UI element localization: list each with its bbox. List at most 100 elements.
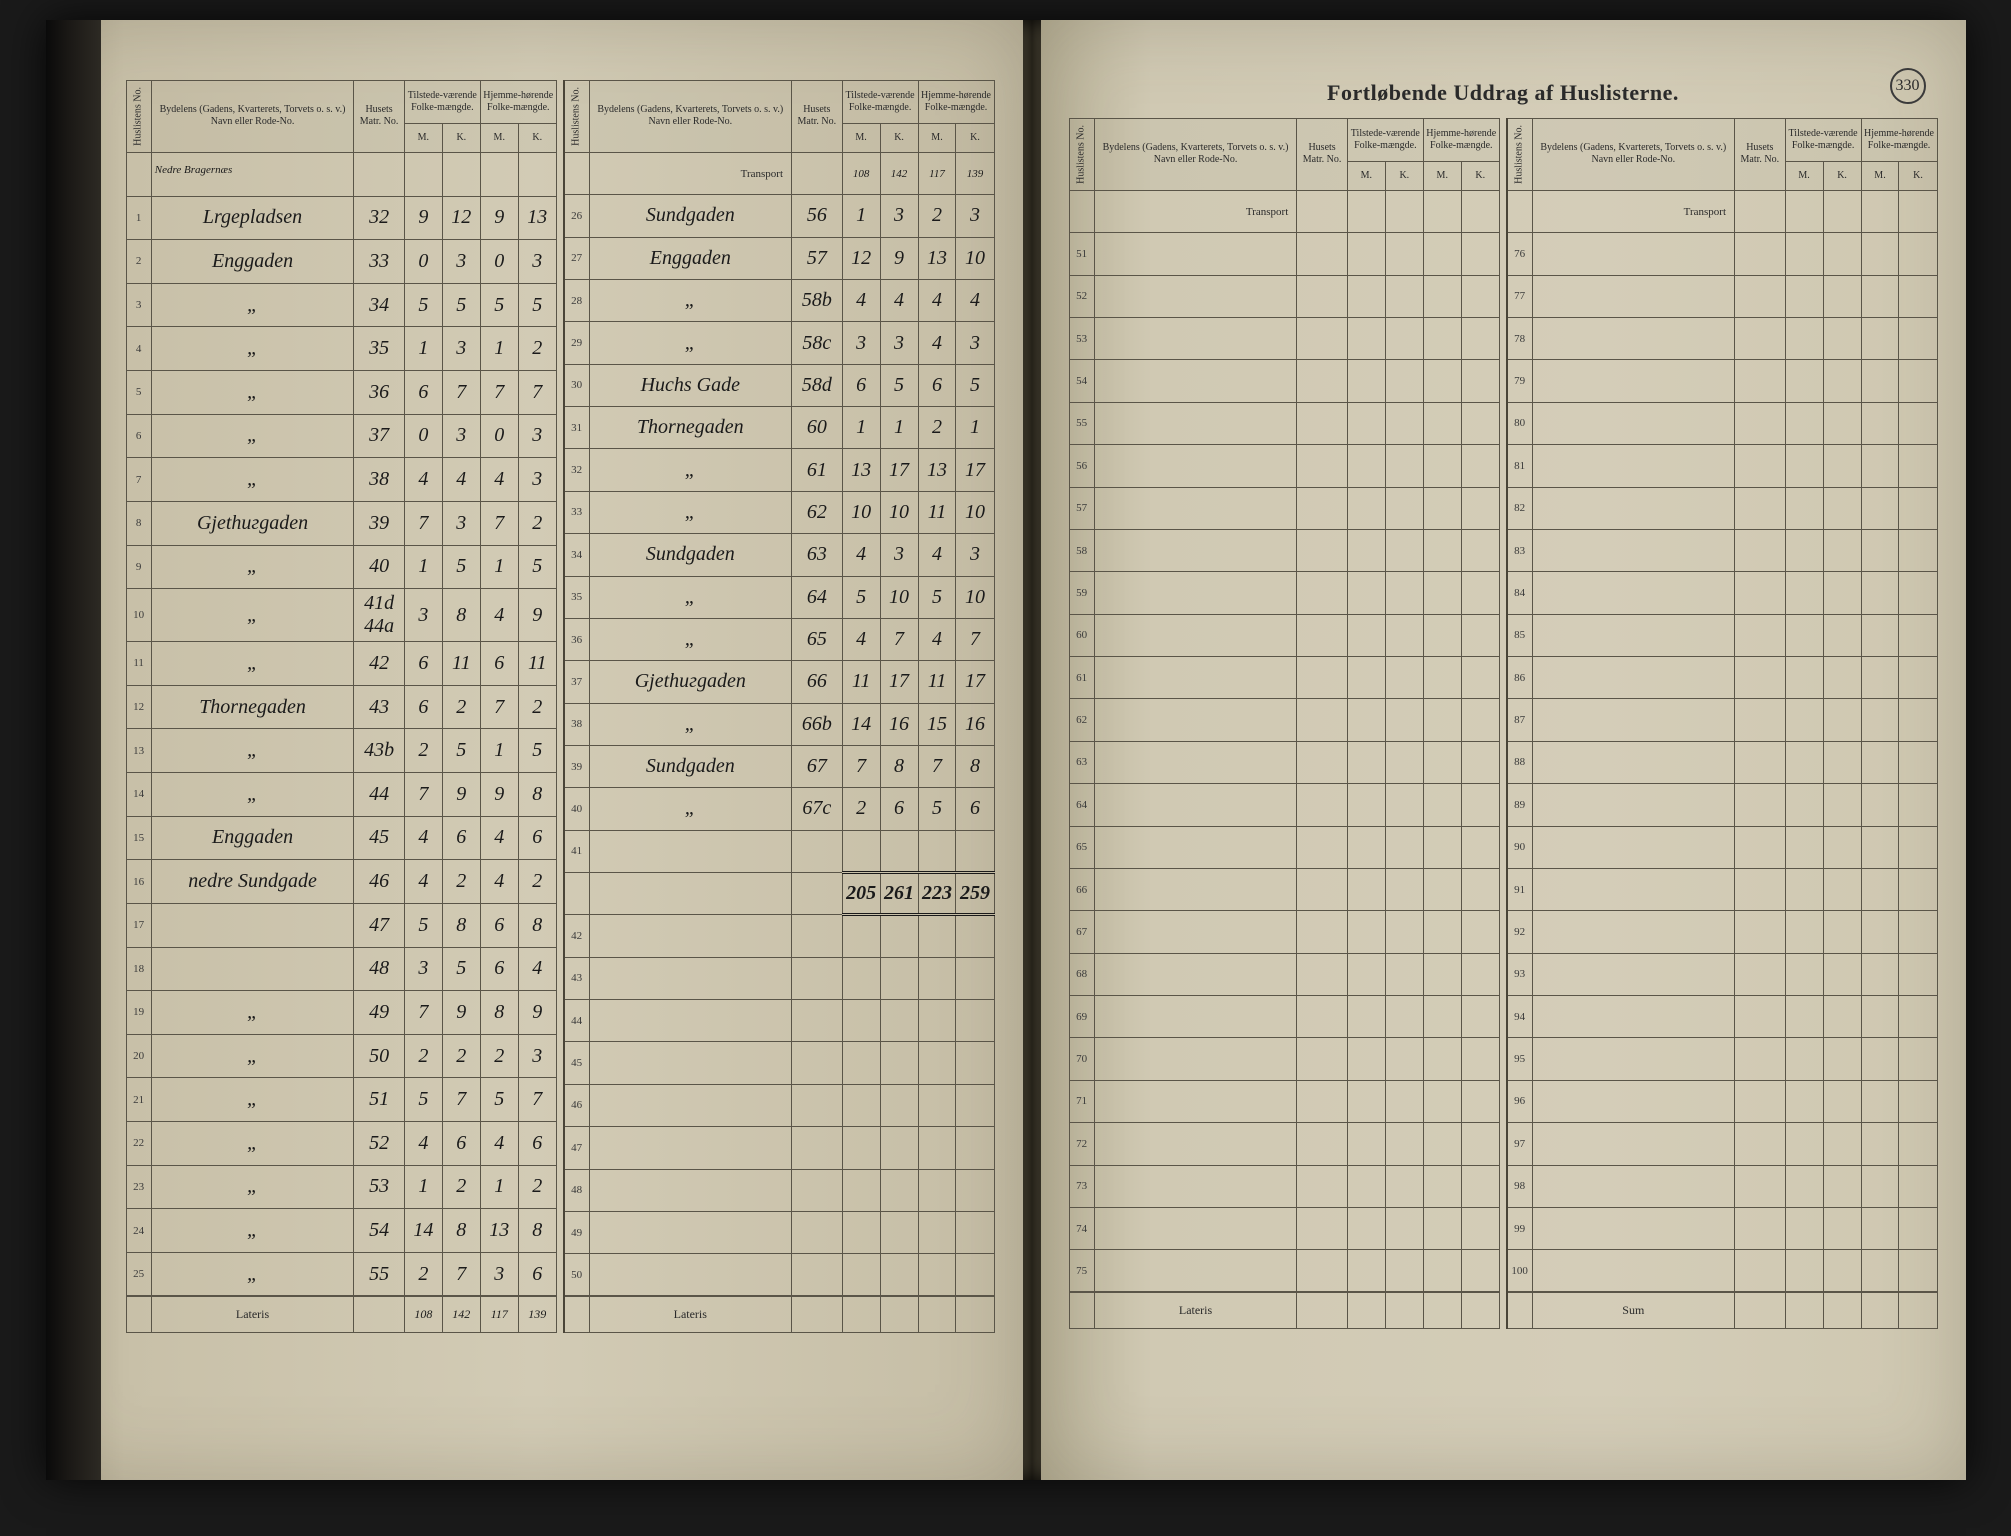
table-row: 59 <box>1069 572 1499 614</box>
cell <box>1094 911 1296 953</box>
lateris-hm: 117 <box>480 1296 518 1332</box>
cell: 5 <box>404 283 442 327</box>
cell <box>1385 784 1423 826</box>
cell <box>1532 741 1734 783</box>
cell: 21 <box>126 1078 151 1122</box>
table-row: 11„42611611 <box>126 642 556 686</box>
cell: 7 <box>518 371 556 415</box>
cell <box>1094 741 1296 783</box>
cell <box>1094 953 1296 995</box>
table-row: 19„497989 <box>126 991 556 1035</box>
col-hjemme: Hjemme-hørende Folke-mængde. <box>918 81 994 124</box>
cell: 50 <box>564 1254 589 1297</box>
cell <box>1735 1165 1786 1207</box>
cell: 97 <box>1507 1123 1532 1165</box>
cell: 7 <box>880 618 918 660</box>
cell: Thornegaden <box>151 685 353 729</box>
cell <box>1347 614 1385 656</box>
cell: 2 <box>842 788 880 830</box>
cell: 10 <box>956 576 994 618</box>
cell <box>792 1042 843 1084</box>
cell <box>1461 741 1499 783</box>
table-row: 40„67c2656 <box>564 788 994 830</box>
cell <box>1094 1080 1296 1122</box>
table-row: 72 <box>1069 1123 1499 1165</box>
cell <box>1735 1038 1786 1080</box>
table-row: 91 <box>1507 868 1937 910</box>
cell <box>1297 233 1348 275</box>
cell <box>792 915 843 957</box>
page-title: Fortløbende Uddrag af Huslisterne. <box>1069 80 1938 106</box>
table-row: 33„6210101110 <box>564 491 994 533</box>
lateris-row: Lateris <box>1069 1292 1499 1328</box>
cell: 56 <box>1069 445 1094 487</box>
cell <box>1461 1250 1499 1293</box>
col-k: K. <box>1823 161 1861 190</box>
cell: 33 <box>564 491 589 533</box>
table-row: 26Sundgaden561323 <box>564 195 994 237</box>
cell <box>1861 572 1899 614</box>
cell: 8 <box>518 1209 556 1253</box>
cell <box>1823 402 1861 444</box>
table-row: 23„531212 <box>126 1165 556 1209</box>
cell: 96 <box>1507 1080 1532 1122</box>
cell: 9 <box>518 991 556 1035</box>
cell: 8 <box>442 903 480 947</box>
cell: 5 <box>126 371 151 415</box>
table-row: 49 <box>564 1211 994 1253</box>
cell <box>589 1042 791 1084</box>
cell: 1 <box>956 407 994 449</box>
cell <box>1899 614 1937 656</box>
cell: 57 <box>792 237 843 279</box>
cell: 3 <box>518 414 556 458</box>
table-row: 27Enggaden571291310 <box>564 237 994 279</box>
cell <box>1823 1038 1861 1080</box>
cell <box>1823 1250 1861 1293</box>
cell: Gjethuгgaden <box>151 501 353 545</box>
cell: „ <box>151 773 353 817</box>
cell <box>1297 784 1348 826</box>
cell: 5 <box>518 283 556 327</box>
table-row: 6„370303 <box>126 414 556 458</box>
cell <box>1297 1165 1348 1207</box>
cell <box>1461 318 1499 360</box>
sum-cell: 259 <box>956 873 994 915</box>
cell: 3 <box>404 589 442 642</box>
cell <box>1094 487 1296 529</box>
cell <box>1461 487 1499 529</box>
cell: 4 <box>442 458 480 502</box>
cell <box>918 830 956 872</box>
cell: 75 <box>1069 1250 1094 1293</box>
cell <box>1385 657 1423 699</box>
table-row: 80 <box>1507 402 1937 444</box>
cell: Huchs Gade <box>589 364 791 406</box>
cell: 12 <box>442 196 480 240</box>
cell <box>1785 699 1823 741</box>
cell: 67c <box>792 788 843 830</box>
transport-label: Transport <box>589 152 791 194</box>
cell: 20 <box>126 1034 151 1078</box>
cell <box>1385 572 1423 614</box>
cell <box>1735 868 1786 910</box>
cell: 18 <box>126 947 151 991</box>
tp-hk: 139 <box>956 152 994 194</box>
cell: 2 <box>518 327 556 371</box>
col-bydelens: Bydelens (Gadens, Kvarterets, Torvets o.… <box>151 81 353 153</box>
cell <box>1823 826 1861 868</box>
cell <box>1297 1207 1348 1249</box>
table-row: 29„58c3343 <box>564 322 994 364</box>
cell <box>842 1042 880 1084</box>
cell <box>1297 445 1348 487</box>
cell <box>1297 699 1348 741</box>
cell: 5 <box>918 788 956 830</box>
cell <box>956 1000 994 1042</box>
table-row: 41 <box>564 830 994 872</box>
cell: „ <box>589 449 791 491</box>
cell <box>1385 233 1423 275</box>
cell: 52 <box>354 1122 405 1166</box>
cell: „ <box>151 589 353 642</box>
cell <box>1385 1207 1423 1249</box>
table-row: 71 <box>1069 1080 1499 1122</box>
cell <box>956 957 994 999</box>
cell: 1 <box>880 407 918 449</box>
